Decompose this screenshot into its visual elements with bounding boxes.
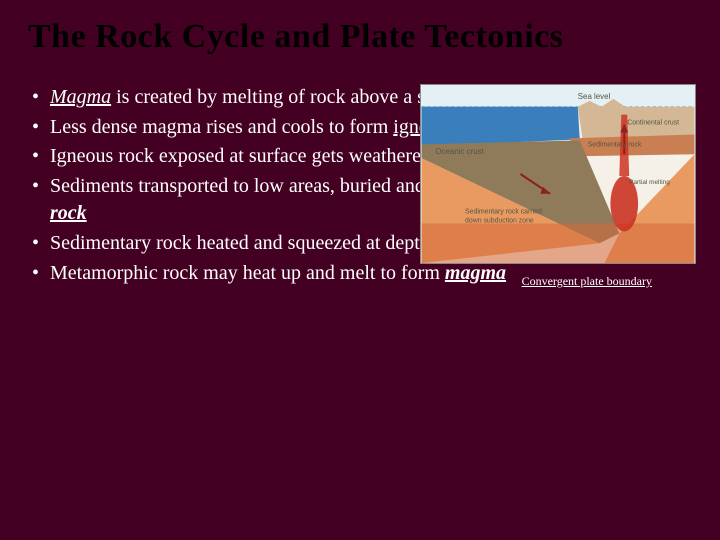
plate-boundary-diagram: Sea level Oceanic crust Sedimentary rock… <box>420 84 696 264</box>
svg-text:Continental crust: Continental crust <box>627 120 679 127</box>
svg-text:Sedimentary rock carried: Sedimentary rock carried <box>465 209 542 216</box>
diagram-caption: Convergent plate boundary <box>522 274 652 289</box>
slide-title: The Rock Cycle and Plate Tectonics <box>28 18 692 56</box>
svg-text:down subduction zone: down subduction zone <box>465 217 534 224</box>
svg-text:Sedimentary rock: Sedimentary rock <box>588 141 642 148</box>
svg-text:Sea level: Sea level <box>578 92 611 101</box>
slide: The Rock Cycle and Plate Tectonics Magma… <box>0 0 720 540</box>
content-area: Magma is created by melting of rock abov… <box>28 84 692 287</box>
diagram-svg: Sea level Oceanic crust Sedimentary rock… <box>421 85 695 263</box>
svg-text:Partial melting: Partial melting <box>629 179 670 186</box>
svg-text:Oceanic crust: Oceanic crust <box>435 147 484 156</box>
